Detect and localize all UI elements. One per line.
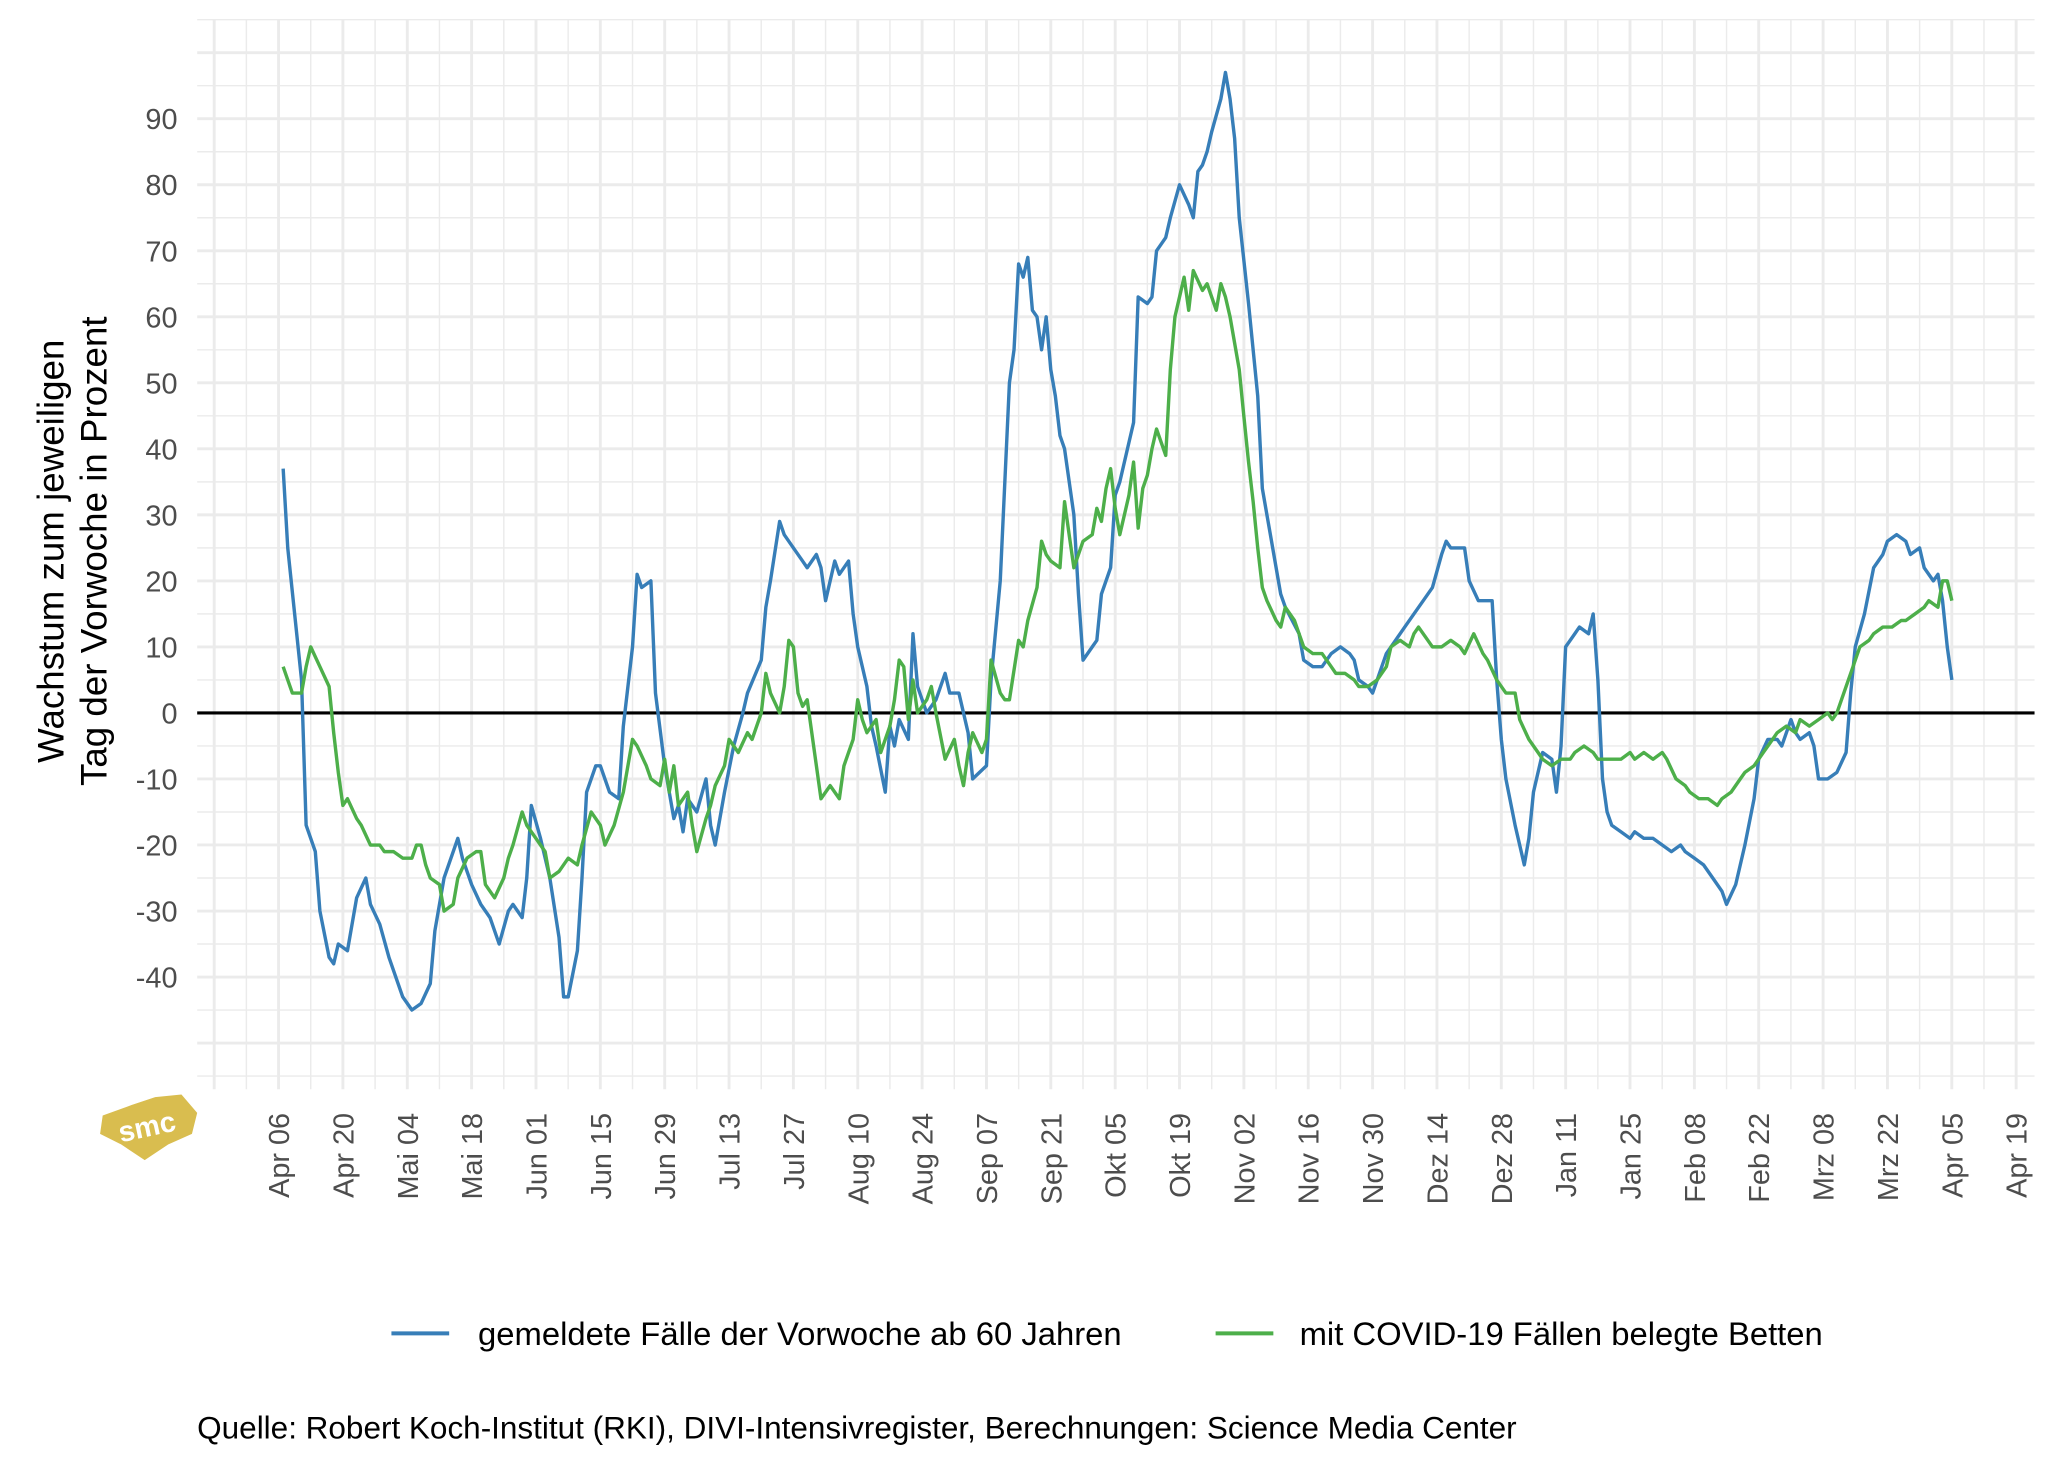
legend-label-beds: mit COVID-19 Fällen belegte Betten	[1300, 1315, 1823, 1352]
x-tick-label: Dez 28	[1487, 1113, 1519, 1204]
y-tick-label: 30	[145, 500, 177, 532]
smc-logo-shape	[100, 1094, 198, 1161]
x-tick-label: Mai 18	[457, 1113, 489, 1200]
x-tick-label: Jun 01	[521, 1113, 553, 1200]
x-tick-label: Jan 11	[1551, 1113, 1583, 1198]
y-tick-label: 50	[145, 368, 177, 400]
y-tick-label: -30	[136, 897, 178, 929]
y-tick-label: 90	[145, 104, 177, 136]
x-tick-label: Apr 20	[328, 1113, 360, 1198]
y-tick-label: 40	[145, 434, 177, 466]
legend-label-cases: gemeldete Fälle der Vorwoche ab 60 Jahre…	[478, 1315, 1122, 1352]
source-caption: Quelle: Robert Koch-Institut (RKI), DIVI…	[197, 1409, 1516, 1445]
x-tick-label: Mrz 22	[1873, 1113, 1905, 1201]
y-tick-label: -10	[136, 764, 178, 796]
smc-logo: smc	[100, 1094, 198, 1161]
x-tick-label: Feb 22	[1744, 1113, 1776, 1203]
x-tick-label: Jan 25	[1616, 1113, 1648, 1200]
x-tick-label: Mai 04	[393, 1113, 425, 1200]
y-tick-label: 80	[145, 170, 177, 202]
x-tick-label: Sep 07	[972, 1113, 1004, 1204]
x-tick-label: Dez 14	[1422, 1113, 1454, 1204]
x-tick-label: Nov 02	[1229, 1113, 1261, 1204]
y-axis-title-line-2: Tag der Vorwoche in Prozent	[74, 316, 115, 786]
y-tick-label: 0	[161, 698, 177, 730]
series-line-cases-60plus	[281, 70, 1954, 1012]
x-tick-label: Nov 30	[1358, 1113, 1390, 1204]
x-tick-label: Aug 10	[843, 1113, 875, 1204]
x-axis-ticks: Apr 06 Apr 20 Mai 04 Mai 18 Jun 01 Jun 15 Jun …	[264, 1113, 2034, 1204]
x-tick-label: Apr 06	[264, 1113, 296, 1198]
x-tick-label: Aug 24	[908, 1113, 940, 1204]
y-tick-label: 20	[145, 566, 177, 598]
series-line-covid-beds	[281, 268, 1954, 913]
x-tick-label: Feb 08	[1680, 1113, 1712, 1203]
x-tick-label: Apr 05	[1937, 1113, 1969, 1198]
y-axis-ticks: -40 -30 -20 -10 0 10 20 30 40 50 60 70 80 90	[136, 104, 178, 994]
x-tick-label: Jun 15	[586, 1113, 618, 1200]
y-tick-label: 60	[145, 302, 177, 334]
x-tick-label: Okt 05	[1101, 1113, 1133, 1198]
y-axis-title: Wachstum zum jeweiligen Tag der Vorwoche…	[30, 316, 114, 786]
y-tick-label: -40	[136, 963, 178, 995]
y-tick-label: 70	[145, 236, 177, 268]
x-tick-label: Jul 13	[715, 1113, 747, 1190]
x-tick-label: Jul 27	[779, 1113, 811, 1190]
x-tick-label: Sep 21	[1036, 1113, 1068, 1204]
x-tick-label: Okt 19	[1165, 1113, 1197, 1198]
x-tick-label: Mrz 08	[1809, 1113, 1841, 1201]
grid	[197, 18, 2035, 1090]
y-axis-title-line-1: Wachstum zum jeweiligen	[30, 340, 71, 763]
y-tick-label: -20	[136, 830, 178, 862]
x-tick-label: Nov 16	[1294, 1113, 1326, 1204]
y-tick-label: 10	[145, 632, 177, 664]
series-layer	[281, 70, 1954, 1012]
x-tick-label: Apr 19	[2002, 1113, 2034, 1198]
legend: gemeldete Fälle der Vorwoche ab 60 Jahre…	[391, 1315, 1823, 1352]
x-tick-label: Jun 29	[650, 1113, 682, 1200]
